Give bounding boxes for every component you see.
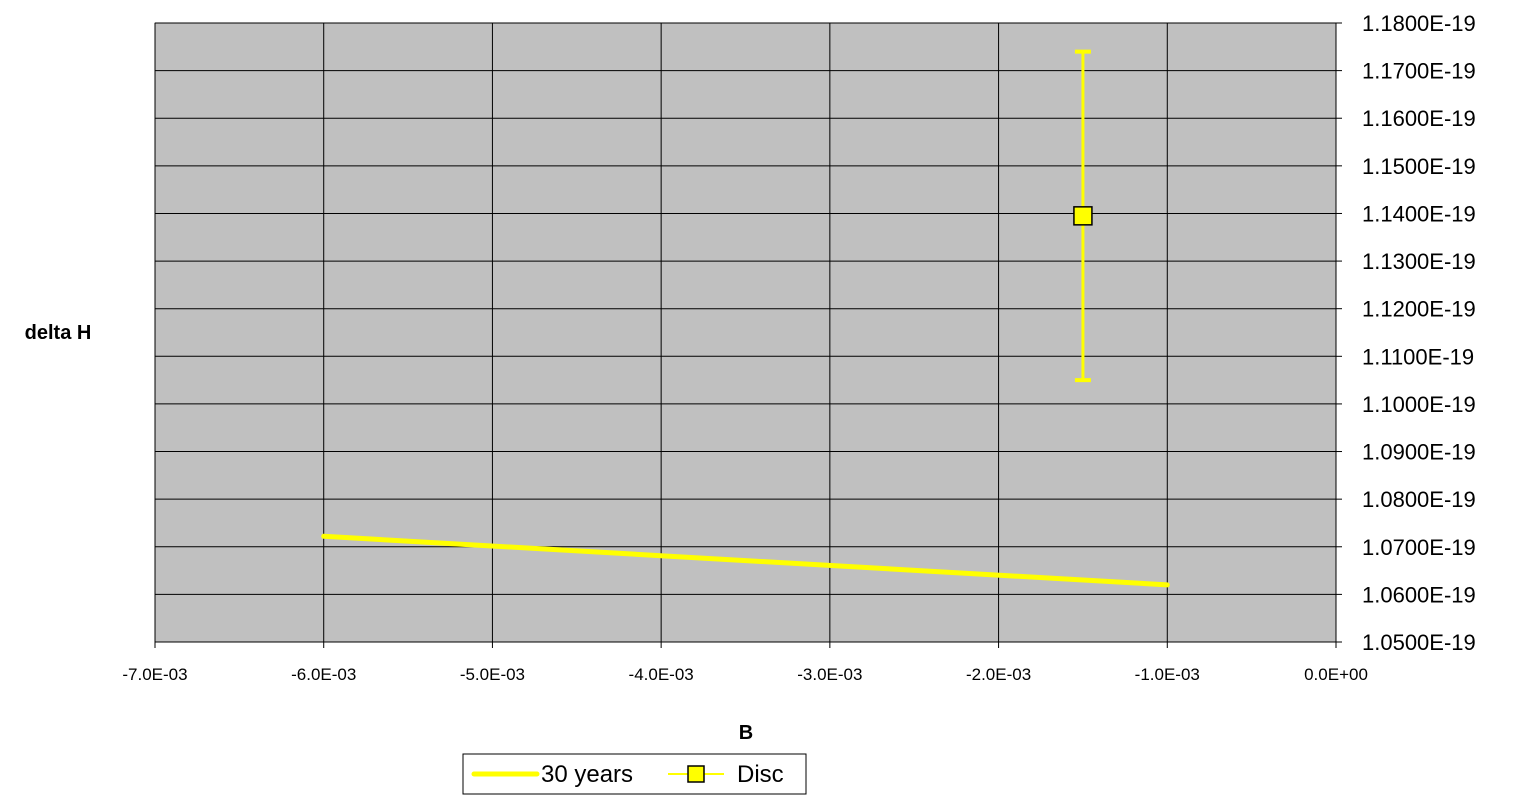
legend-label-30-years: 30 years [541, 761, 633, 788]
series-layer [321, 49, 1170, 588]
disc-marker [1073, 206, 1093, 226]
x-tick-label: -2.0E-03 [966, 665, 1031, 684]
y-axis-title: delta H [25, 322, 92, 344]
y-tick-labels: 1.0500E-19 1.0600E-19 1.0700E-19 1.0800E-19… [1362, 11, 1476, 655]
x-tick-label: -3.0E-03 [797, 665, 862, 684]
x-tick-label: -1.0E-03 [1135, 665, 1200, 684]
y-tick-label: 1.0800E-19 [1362, 487, 1476, 512]
series-line-30-years [321, 533, 1170, 588]
legend-label-disc: Disc [737, 761, 784, 788]
y-tick-label: 1.1000E-19 [1362, 392, 1476, 417]
plot-area [154, 22, 1337, 643]
y-tick-label: 1.0500E-19 [1362, 630, 1476, 655]
y-tick-label: 1.1700E-19 [1362, 59, 1476, 84]
y-tick-label: 1.0700E-19 [1362, 535, 1476, 560]
y-tick-label: 1.0600E-19 [1362, 582, 1476, 607]
grid-lines [154, 22, 1342, 648]
y-tick-label: 1.0900E-19 [1362, 440, 1476, 465]
legend-marker-swatch [687, 765, 705, 783]
y-tick-label: 1.1200E-19 [1362, 297, 1476, 322]
x-tick-labels: -7.0E-03 -6.0E-03 -5.0E-03 -4.0E-03 -3.0E-03… [122, 665, 1368, 684]
legend: 30 years Disc [462, 753, 807, 795]
y-tick-label: 1.1500E-19 [1362, 154, 1476, 179]
x-tick-label: -5.0E-03 [460, 665, 525, 684]
y-tick-label: 1.1800E-19 [1362, 11, 1476, 36]
x-axis-title: B [739, 722, 753, 744]
x-tick-label: 0.0E+00 [1304, 665, 1368, 684]
x-tick-label: -6.0E-03 [291, 665, 356, 684]
y-tick-label: 1.1400E-19 [1362, 201, 1476, 226]
x-tick-label: -7.0E-03 [122, 665, 187, 684]
y-tick-label: 1.1600E-19 [1362, 106, 1476, 131]
x-tick-label: -4.0E-03 [629, 665, 694, 684]
y-tick-label: 1.1300E-19 [1362, 249, 1476, 274]
y-tick-label: 1.1100E-19 [1362, 344, 1474, 369]
